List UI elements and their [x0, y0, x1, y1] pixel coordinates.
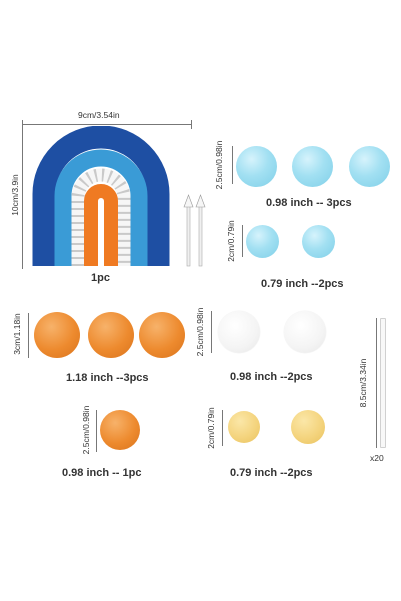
blue-ball-large-3 [349, 146, 390, 187]
blue-small-dim-line [242, 225, 243, 257]
rainbow-width-label: 9cm/3.54in [78, 110, 120, 120]
rainbow-arc-light-blue [54, 149, 148, 266]
orange-ball-large-2 [88, 312, 134, 358]
yellow-ball-2 [291, 410, 325, 444]
sticks-count-label: x20 [370, 453, 384, 463]
rainbow-caption: 1pc [91, 272, 110, 284]
blue-ball-small-2 [302, 225, 335, 258]
sticks-size-label: 8.5cm/3.34in [358, 358, 368, 408]
blue-ball-large-2 [292, 146, 333, 187]
orange-large-dim-line [28, 313, 29, 358]
orange-ball-large-1 [34, 312, 80, 358]
rainbow-width-tick-right [191, 120, 192, 129]
stick-long [380, 318, 386, 448]
rainbow-height-label: 10cm/3.9in [10, 174, 20, 216]
white-ball-1 [218, 311, 260, 353]
rainbow-arc-orange [84, 184, 118, 266]
cake-sticks-pair [183, 194, 206, 267]
sticks-dim-line [376, 318, 377, 448]
white-ball-2 [284, 311, 326, 353]
blue-small-caption: 0.79 inch --2pcs [261, 278, 344, 290]
yellow-dim-line [222, 410, 223, 446]
orange-medium-caption: 0.98 inch -- 1pc [62, 467, 142, 479]
blue-large-dim-line [232, 146, 233, 184]
white-dim-line [211, 311, 212, 353]
white-caption: 0.98 inch --2pcs [230, 371, 313, 383]
blue-small-size-label: 2cm/0.79in [226, 220, 236, 262]
orange-large-size-label: 3cm/1.18in [12, 313, 22, 355]
orange-medium-size-label: 2.5cm/0.98in [81, 405, 91, 455]
rainbow-arc-white [71, 168, 131, 266]
orange-ball-medium [100, 410, 140, 450]
rainbow-height-line [22, 124, 23, 269]
blue-large-caption: 0.98 inch -- 3pcs [266, 197, 352, 209]
blue-ball-small-1 [246, 225, 279, 258]
rainbow-arc-dark-blue [32, 126, 170, 266]
yellow-caption: 0.79 inch --2pcs [230, 467, 313, 479]
orange-ball-large-3 [139, 312, 185, 358]
blue-ball-large-1 [236, 146, 277, 187]
rainbow-width-line [22, 124, 192, 125]
white-size-label: 2.5cm/0.98in [195, 307, 205, 357]
yellow-size-label: 2cm/0.79in [206, 407, 216, 449]
blue-large-size-label: 2.5cm/0.98in [214, 140, 224, 190]
yellow-ball-1 [228, 411, 260, 443]
orange-large-caption: 1.18 inch --3pcs [66, 372, 149, 384]
orange-medium-dim-line [96, 410, 97, 452]
rainbow-topper [32, 126, 170, 266]
